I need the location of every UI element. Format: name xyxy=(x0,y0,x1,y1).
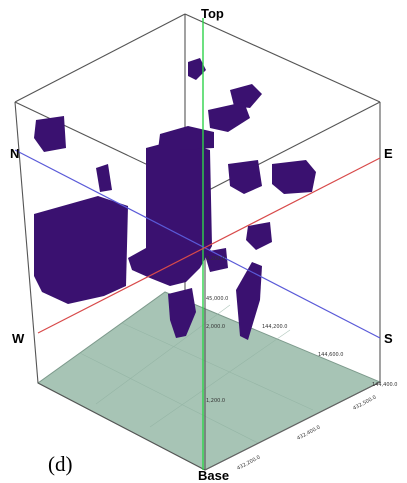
tick-label: 144,200.0 xyxy=(262,324,287,330)
tick-label: 1,200.0 xyxy=(206,398,225,404)
label-west: W xyxy=(12,331,25,346)
voxel-central-column xyxy=(128,140,212,286)
voxel-pendant-right xyxy=(236,262,262,340)
ew-axis xyxy=(37,157,381,334)
tick-label: 3,200.0 xyxy=(206,256,225,262)
tick-label: 144,400.0 xyxy=(372,382,397,388)
voxel-left-block xyxy=(34,196,128,304)
voxel-mid-right xyxy=(228,160,262,194)
voxel-upper-scatter xyxy=(208,102,250,132)
figure-caption: (d) xyxy=(48,452,73,476)
ns-axis xyxy=(14,149,381,339)
voxel-central-upper xyxy=(158,126,214,150)
tick-label: 2,000.0 xyxy=(206,324,225,330)
label-base: Base xyxy=(198,468,229,483)
voxel-bodies xyxy=(34,58,316,340)
voxel-lower-small xyxy=(204,248,228,272)
label-top: Top xyxy=(201,6,224,21)
tick-label: 432,200.0 xyxy=(236,455,261,472)
base-grid xyxy=(79,304,314,444)
tick-label: 144,600.0 xyxy=(318,352,343,358)
voxel-nw-chunk xyxy=(34,116,66,152)
voxel-top-cluster xyxy=(230,84,262,108)
tick-label: 432,400.0 xyxy=(296,425,321,442)
voxel-pendant-center xyxy=(168,288,196,338)
voxel-top-small xyxy=(188,58,206,80)
base-plane xyxy=(37,291,382,471)
voxel-left-strip xyxy=(96,164,112,192)
tick-label: 45,000.0 xyxy=(206,296,228,302)
label-south: S xyxy=(384,331,393,346)
base-axis xyxy=(204,381,381,471)
label-north: N xyxy=(10,146,19,161)
voxel-right-small xyxy=(246,222,272,250)
label-east: E xyxy=(384,146,393,161)
tick-label: 432,500.0 xyxy=(352,395,377,412)
voxel-right-cluster xyxy=(272,160,316,194)
